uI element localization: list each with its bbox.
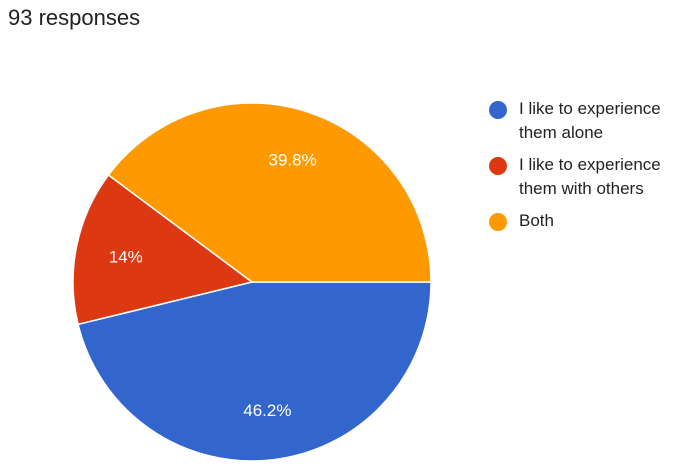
legend-item-alone[interactable]: I like to experience them alone bbox=[489, 97, 694, 145]
pie-label-both: 39.8% bbox=[268, 151, 316, 170]
pie-label-alone: 46.2% bbox=[243, 401, 291, 420]
chart-legend: I like to experience them alone I like t… bbox=[489, 97, 694, 241]
legend-label-both: Both bbox=[519, 211, 554, 230]
legend-label-alone: I like to experience them alone bbox=[519, 99, 661, 142]
pie-label-with-others: 14% bbox=[109, 247, 143, 266]
pie-slice-both[interactable] bbox=[107, 102, 432, 283]
pie-slice-with-others[interactable] bbox=[72, 173, 254, 326]
pie-slice-alone[interactable] bbox=[77, 281, 432, 462]
legend-swatch-alone bbox=[489, 101, 507, 119]
legend-item-with-others[interactable]: I like to experience them with others bbox=[489, 153, 694, 201]
legend-item-both[interactable]: Both bbox=[489, 209, 694, 233]
responses-count: 93 responses bbox=[8, 5, 141, 30]
legend-swatch-with-others bbox=[489, 157, 507, 175]
legend-swatch-both bbox=[489, 213, 507, 231]
legend-label-with-others: I like to experience them with others bbox=[519, 155, 661, 198]
